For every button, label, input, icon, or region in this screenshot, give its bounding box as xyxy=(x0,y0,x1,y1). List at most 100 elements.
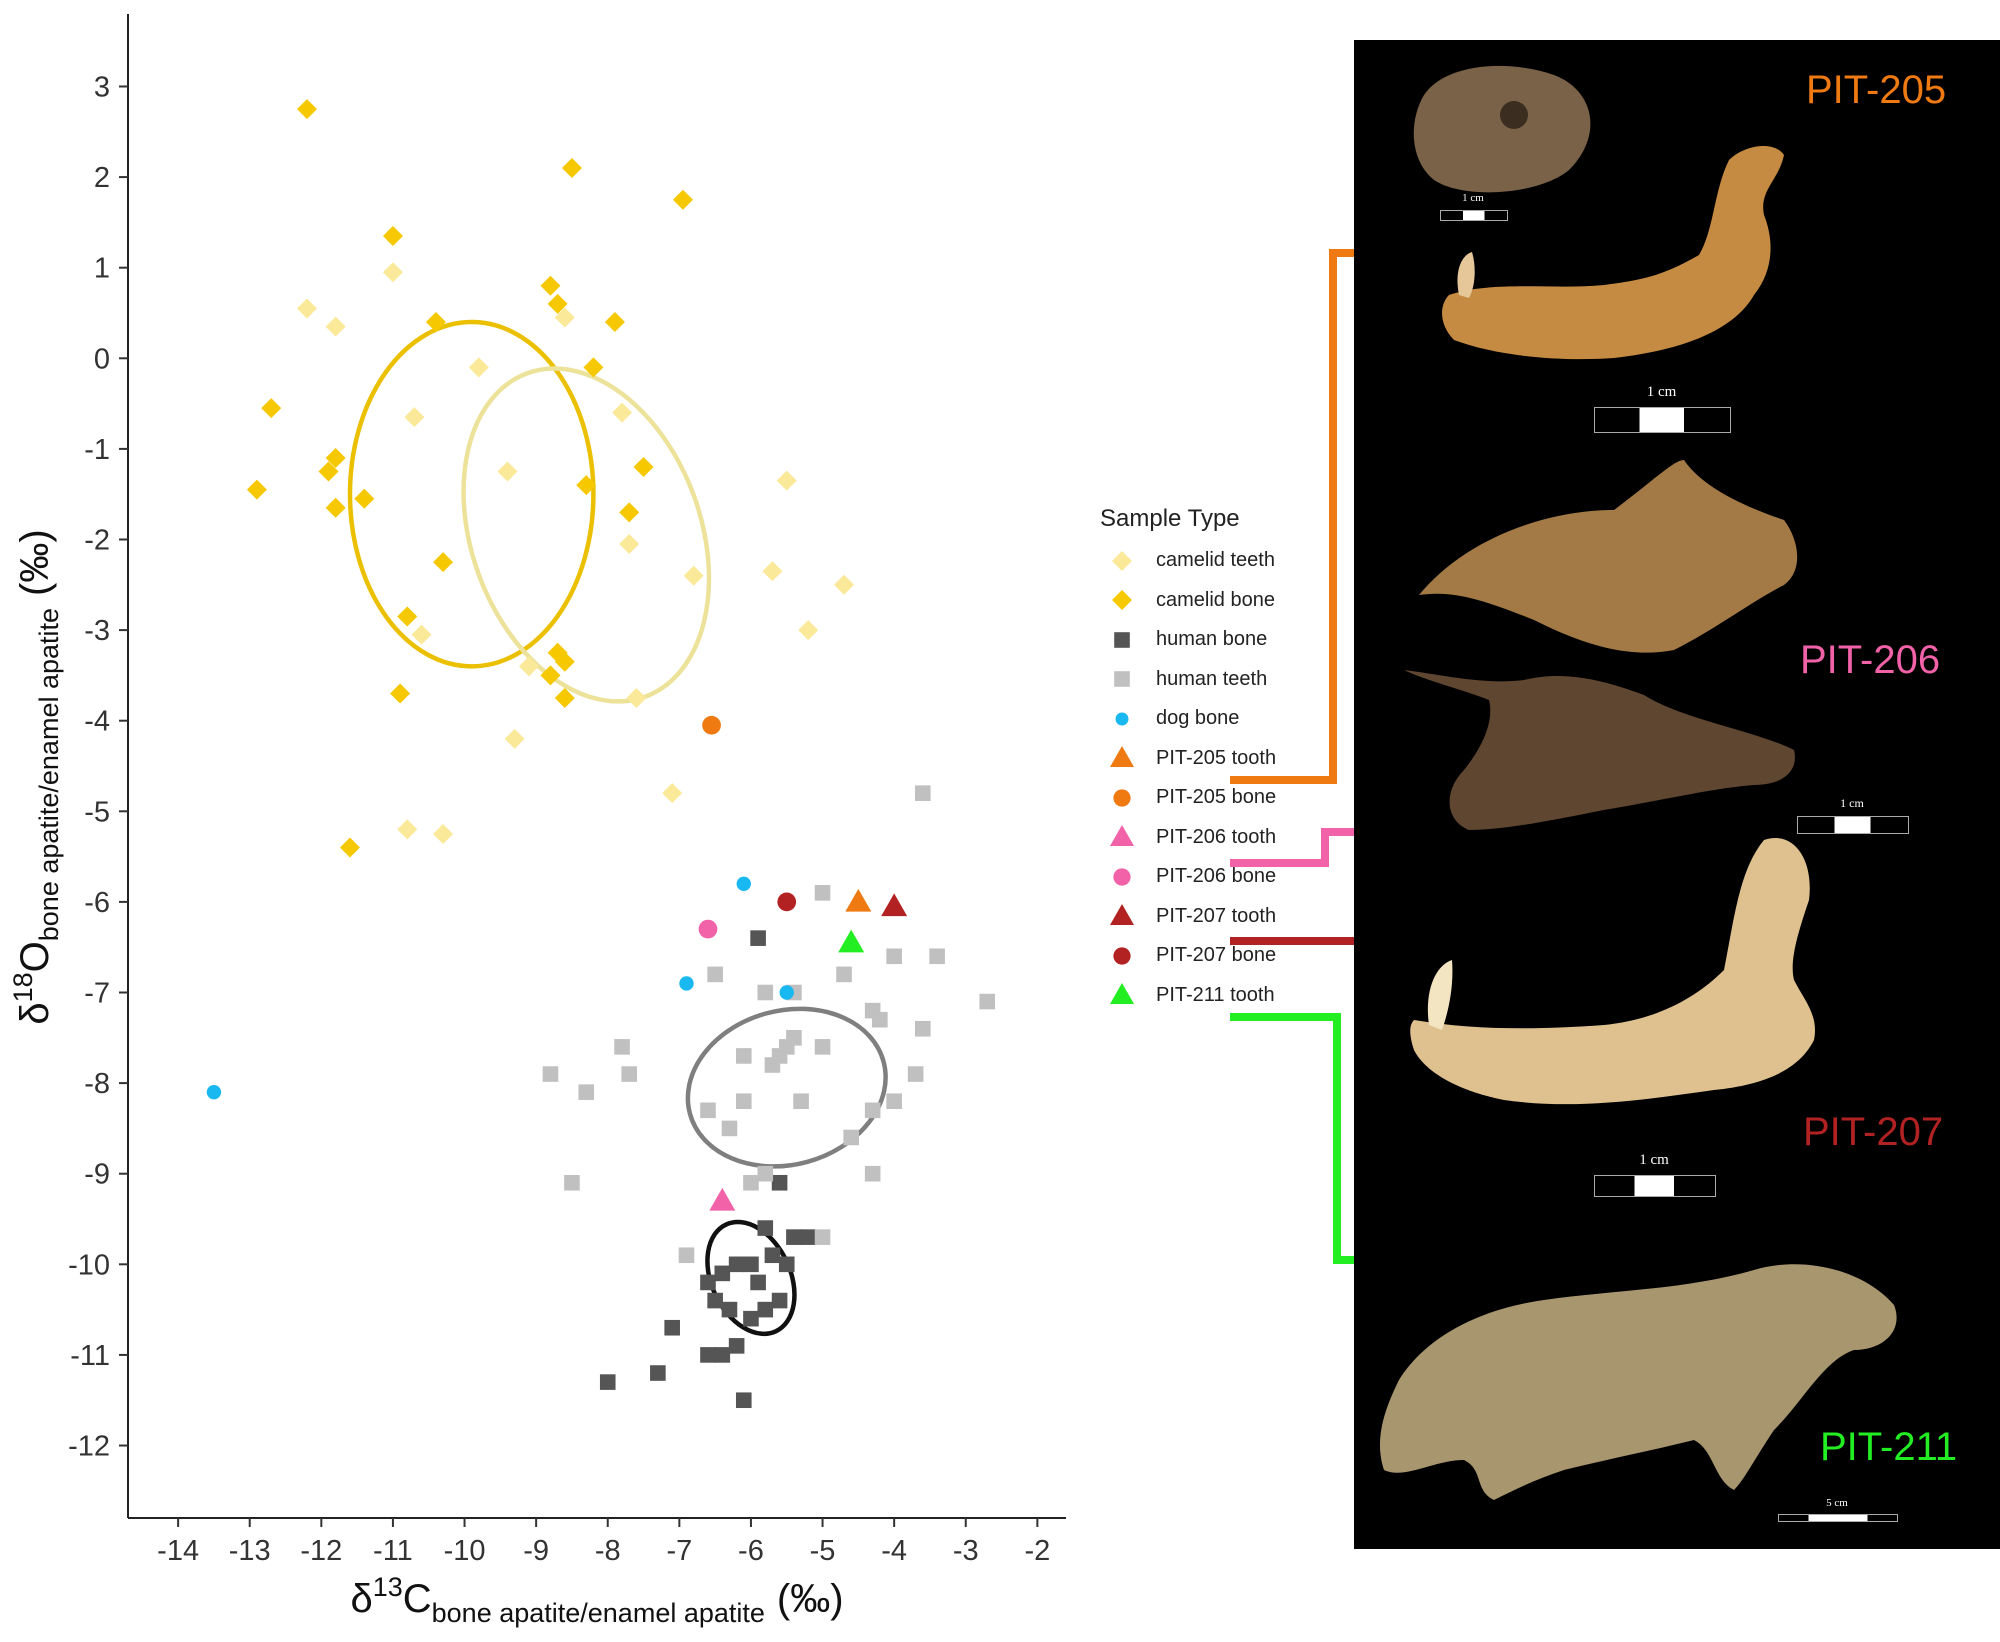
legend-symbol xyxy=(1114,671,1130,688)
legend-label: PIT-206 tooth xyxy=(1156,825,1277,848)
y-tick-label: -11 xyxy=(70,1340,110,1372)
y-tick-label: -12 xyxy=(68,1431,110,1463)
legend-item: human bone xyxy=(1100,620,1380,660)
ellipse-human-teeth xyxy=(685,1006,888,1169)
point-human-teeth xyxy=(872,1011,888,1028)
point-camelid-teeth xyxy=(683,565,704,586)
point-human-bone xyxy=(707,1292,723,1309)
y-tick-label: 3 xyxy=(94,71,110,103)
point-PIT-207-tooth xyxy=(881,893,908,917)
point-camelid-bone xyxy=(397,606,418,627)
point-PIT-205-tooth xyxy=(845,888,872,912)
point-human-bone xyxy=(771,1174,788,1191)
point-layer xyxy=(206,99,996,1409)
specimen-label-pit-211: PIT-211 xyxy=(1820,1425,1958,1469)
y-tick-label: -2 xyxy=(84,524,110,556)
scatter-plot: -14 -13 -12 -11 -10 -9 -8 -7 -6 -5 -4 -3 -2 3 2 1 0 -1 -2 -… xyxy=(8,14,1066,1628)
legend-symbol xyxy=(1110,825,1134,847)
point-camelid-bone xyxy=(318,461,339,482)
point-PIT-211-tooth xyxy=(838,929,865,953)
y-axis-title-sup: 18 xyxy=(8,972,38,1002)
ellipse-camelid-teeth xyxy=(461,366,712,704)
point-human-teeth xyxy=(929,948,945,965)
pit-207-mandible-photo xyxy=(1410,838,1815,1105)
scale-label-1: 1 cm xyxy=(1462,192,1484,204)
point-human-bone xyxy=(778,1256,795,1273)
x-axis-title-sup: 13 xyxy=(373,1572,403,1602)
y-tick-label: 0 xyxy=(94,343,110,375)
x-axis-title-unit: (‰) xyxy=(777,1577,844,1621)
point-camelid-teeth xyxy=(433,823,454,844)
pit-207-canine xyxy=(1427,960,1453,1030)
point-camelid-bone xyxy=(261,398,282,419)
legend-label: PIT-205 bone xyxy=(1156,786,1277,809)
point-camelid-bone xyxy=(297,99,318,120)
point-camelid-teeth xyxy=(468,357,489,378)
point-human-teeth xyxy=(578,1084,595,1100)
scale-bar-2 xyxy=(1594,407,1731,433)
y-axis-title-unit: (‰) xyxy=(13,529,57,596)
point-human-bone xyxy=(650,1365,666,1381)
point-camelid-teeth xyxy=(662,783,683,804)
legend-label: human teeth xyxy=(1156,667,1268,690)
point-human-teeth xyxy=(735,1093,752,1110)
point-dog-bone xyxy=(736,876,751,891)
point-human-teeth xyxy=(621,1066,638,1082)
point-PIT-206-bone xyxy=(698,919,718,939)
x-tick-label: -8 xyxy=(595,1535,621,1567)
x-tick-label: -5 xyxy=(810,1535,836,1567)
point-camelid-teeth xyxy=(297,298,318,319)
point-human-teeth xyxy=(700,1102,716,1119)
point-PIT-207-bone xyxy=(777,892,797,912)
point-camelid-bone xyxy=(382,225,403,246)
point-human-teeth xyxy=(914,785,931,801)
ellipse-camelid-bone xyxy=(347,319,596,669)
point-camelid-teeth xyxy=(497,461,518,482)
x-tick-label: -4 xyxy=(881,1535,907,1567)
y-tick-label: -1 xyxy=(84,434,110,466)
scale-label-5: 5 cm xyxy=(1826,1497,1848,1509)
point-camelid-teeth xyxy=(612,402,633,423)
x-tick-label: -10 xyxy=(444,1535,486,1567)
point-human-teeth xyxy=(907,1066,924,1082)
legend-label: camelid teeth xyxy=(1156,549,1275,572)
point-camelid-bone xyxy=(425,312,446,333)
x-tick-label: -13 xyxy=(229,1535,271,1567)
point-human-teeth xyxy=(814,1229,831,1245)
specimen-photos xyxy=(1379,65,1897,1500)
legend-item: PIT-206 tooth xyxy=(1100,818,1380,858)
point-camelid-bone xyxy=(246,479,267,500)
point-human-teeth xyxy=(864,1165,881,1182)
point-human-teeth xyxy=(886,948,902,965)
legend-item: PIT-206 bone xyxy=(1100,857,1380,897)
point-human-bone xyxy=(743,1310,759,1327)
pit-211-mummy-photo xyxy=(1379,1264,1897,1500)
x-axis-title-symbol: δ xyxy=(350,1577,372,1621)
point-human-teeth xyxy=(757,984,774,1001)
y-tick-label: -5 xyxy=(84,796,110,828)
point-camelid-bone xyxy=(325,447,346,468)
point-camelid-teeth xyxy=(518,656,539,677)
y-tick-label: -8 xyxy=(84,1068,110,1100)
point-human-teeth xyxy=(814,1039,831,1055)
legend-label: human bone xyxy=(1156,628,1268,651)
point-camelid-teeth xyxy=(404,407,425,428)
point-human-teeth xyxy=(814,885,831,901)
point-camelid-teeth xyxy=(619,534,640,555)
point-human-teeth xyxy=(614,1039,630,1055)
point-camelid-teeth xyxy=(397,819,418,840)
plot-axes xyxy=(127,14,1066,1519)
point-camelid-teeth xyxy=(411,624,432,645)
point-human-bone xyxy=(757,1301,774,1318)
specimen-label-pit-206: PIT-206 xyxy=(1800,638,1941,682)
point-human-bone xyxy=(800,1229,817,1245)
x-axis-title-sub: bone apatite/enamel apatite xyxy=(432,1598,765,1628)
x-axis-title: δ13Cbone apatite/enamel apatite (‰) xyxy=(350,1572,843,1628)
y-axis-title-symbol: δ xyxy=(13,1002,57,1024)
point-human-bone xyxy=(743,1256,759,1273)
scale-bar-1 xyxy=(1440,210,1508,221)
y-axis-title-element: O xyxy=(13,941,57,972)
legend-title: Sample Type xyxy=(1100,505,1240,532)
legend-item: PIT-207 bone xyxy=(1100,936,1380,976)
legend-symbol xyxy=(1112,590,1132,611)
